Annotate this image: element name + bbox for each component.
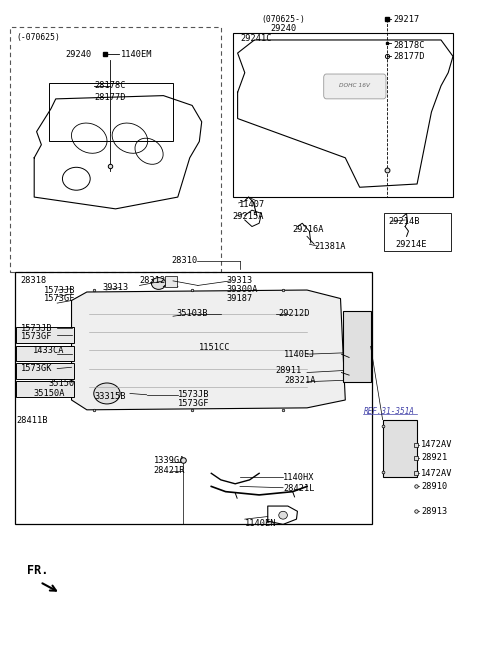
- Text: 29240: 29240: [270, 24, 296, 33]
- Text: 28178C: 28178C: [94, 81, 126, 91]
- Text: FR.: FR.: [27, 564, 48, 577]
- Text: (-070625): (-070625): [16, 33, 60, 43]
- Text: 1573GF: 1573GF: [21, 332, 52, 341]
- Text: 1140HX: 1140HX: [283, 473, 314, 482]
- Text: DOHC 16V: DOHC 16V: [339, 83, 371, 89]
- Polygon shape: [72, 290, 345, 410]
- Bar: [15, 272, 372, 524]
- Text: 1339GA: 1339GA: [154, 456, 185, 464]
- Text: 29214E: 29214E: [396, 239, 427, 249]
- Text: 35103B: 35103B: [177, 309, 208, 318]
- Text: 11407: 11407: [239, 201, 265, 209]
- Text: 28178C: 28178C: [393, 41, 425, 50]
- Text: REF.31-351A: REF.31-351A: [363, 407, 414, 417]
- Text: 1573GK: 1573GK: [21, 364, 52, 373]
- Text: 1573JB: 1573JB: [21, 323, 52, 333]
- Text: 1472AV: 1472AV: [421, 469, 453, 478]
- Bar: [165, 276, 177, 287]
- Text: 1573GF: 1573GF: [44, 294, 75, 303]
- Text: 29217: 29217: [393, 14, 420, 24]
- Text: 29212D: 29212D: [278, 309, 310, 318]
- Ellipse shape: [279, 511, 288, 519]
- Bar: [48, 83, 173, 142]
- Text: 28310: 28310: [172, 256, 198, 265]
- Bar: [16, 381, 74, 397]
- Ellipse shape: [28, 365, 43, 375]
- Text: 33315B: 33315B: [95, 392, 126, 401]
- Text: 28177D: 28177D: [393, 52, 425, 62]
- Bar: [10, 27, 221, 272]
- Text: 1573JB: 1573JB: [178, 390, 209, 400]
- Bar: [16, 346, 74, 361]
- Bar: [383, 420, 417, 478]
- Text: 28411B: 28411B: [16, 417, 48, 426]
- Text: 1472AV: 1472AV: [421, 440, 453, 449]
- Text: 28913: 28913: [421, 507, 447, 516]
- Text: 21381A: 21381A: [314, 242, 346, 251]
- Text: 28321A: 28321A: [284, 376, 315, 385]
- Bar: [16, 327, 74, 343]
- Text: 29240: 29240: [65, 50, 92, 59]
- Ellipse shape: [348, 323, 366, 369]
- Text: 39313: 39313: [103, 283, 129, 292]
- Text: 29215A: 29215A: [232, 213, 264, 221]
- Text: 28318: 28318: [21, 276, 47, 285]
- Bar: [16, 363, 74, 379]
- Ellipse shape: [28, 329, 43, 339]
- Text: 1140EJ: 1140EJ: [284, 350, 315, 359]
- Text: 29216A: 29216A: [293, 225, 324, 234]
- Text: 1140EN: 1140EN: [245, 519, 276, 527]
- Text: 28421L: 28421L: [283, 484, 314, 493]
- Ellipse shape: [152, 277, 166, 289]
- Text: 29214B: 29214B: [388, 217, 420, 226]
- Text: 1140EM: 1140EM: [121, 50, 153, 59]
- Text: (070625-): (070625-): [261, 14, 305, 24]
- Text: 28911: 28911: [275, 366, 301, 375]
- Text: 39313: 39313: [227, 276, 253, 285]
- Text: 35150A: 35150A: [33, 389, 65, 398]
- Text: 1151CC: 1151CC: [199, 343, 231, 352]
- Text: 28312: 28312: [140, 276, 166, 285]
- Bar: [233, 33, 453, 197]
- Ellipse shape: [28, 383, 43, 393]
- Text: 35150: 35150: [48, 379, 75, 388]
- FancyBboxPatch shape: [324, 74, 386, 99]
- Ellipse shape: [94, 383, 120, 404]
- Text: 1433CA: 1433CA: [33, 346, 65, 356]
- Bar: [343, 311, 371, 382]
- Text: 39300A: 39300A: [227, 285, 258, 294]
- Text: 28421R: 28421R: [154, 466, 185, 475]
- Ellipse shape: [28, 348, 43, 358]
- Text: 28177D: 28177D: [94, 93, 126, 102]
- Text: 39187: 39187: [227, 294, 253, 303]
- Text: 1573GF: 1573GF: [178, 400, 209, 409]
- Text: 1573JB: 1573JB: [44, 285, 75, 295]
- Ellipse shape: [390, 430, 410, 468]
- Text: 28910: 28910: [421, 482, 447, 491]
- Bar: [384, 213, 451, 251]
- Text: 29241C: 29241C: [240, 34, 272, 43]
- Text: 28921: 28921: [421, 453, 447, 462]
